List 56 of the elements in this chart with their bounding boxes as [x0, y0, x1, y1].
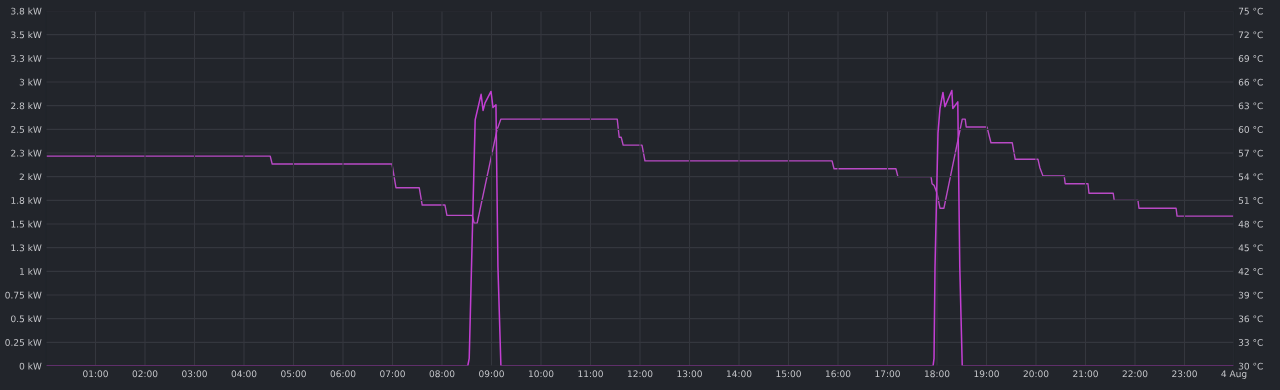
y2-tick-label: 51 °C	[1238, 197, 1263, 204]
y-tick-label: 2.3 kW	[11, 149, 42, 157]
y-tick-label: 2.5 kW	[11, 125, 42, 133]
y-tick-label: 1 kW	[20, 267, 42, 275]
x-tick-label: 03:00	[182, 370, 207, 378]
y2-tick-label: 33 °C	[1238, 339, 1263, 346]
y-tick-label: 2.8 kW	[11, 102, 42, 110]
x-tick-label: 05:00	[281, 370, 306, 378]
y2-tick-label: 57 °C	[1238, 149, 1263, 157]
y2-tick-label: 54 °C	[1238, 173, 1263, 181]
x-tick-label: 10:00	[528, 370, 554, 378]
x-tick-label: 15:00	[776, 370, 801, 378]
x-tick-label: 01:00	[83, 370, 108, 378]
y2-tick-label: 66 °C	[1238, 78, 1263, 86]
y-tick-label: 0.25 kW	[5, 338, 42, 346]
x-tick-label: 04:00	[231, 370, 257, 378]
x-tick-label: 18:00	[924, 370, 950, 378]
y-tick-label: 3.5 kW	[11, 31, 42, 39]
x-tick-label: 13:00	[677, 370, 702, 378]
x-tick-label: 12:00	[627, 370, 653, 378]
y-tick-label: 0.5 kW	[11, 315, 42, 323]
y-tick-label: 3 kW	[19, 78, 42, 86]
x-tick-label: 16:00	[825, 370, 851, 378]
x-tick-label: 02:00	[132, 370, 158, 378]
y-tick-label: 3.3 kW	[11, 54, 42, 62]
y-tick-label: 1.8 kW	[11, 196, 42, 204]
y2-tick-label: 42 °C	[1238, 268, 1263, 275]
x-tick-label: 20:00	[1023, 370, 1049, 378]
x-tick-label: 17:00	[875, 370, 900, 378]
x-tick-label: 06:00	[330, 370, 356, 378]
y-tick-label: 0.75 kW	[5, 291, 42, 299]
y-tick-label: 1.5 kW	[11, 220, 42, 228]
y2-tick-label: 63 °C	[1238, 102, 1263, 110]
x-tick-label: 21:00	[1073, 370, 1098, 378]
x-tick-label: 08:00	[429, 370, 455, 378]
x-tick-label: 22:00	[1122, 370, 1148, 378]
y-tick-label: 2 kW	[19, 173, 42, 181]
y-tick-label: 1.3 kW	[11, 244, 42, 252]
y-tick-label: 0 kW	[19, 362, 42, 370]
y2-tick-label: 60 °C	[1238, 126, 1263, 133]
y2-tick-label: 36 °C	[1238, 315, 1263, 323]
y2-tick-label: 75 °C	[1238, 7, 1263, 15]
y2-tick-label: 30 °C	[1238, 362, 1263, 370]
x-tick-label: 14:00	[726, 370, 752, 378]
y2-tick-label: 48 °C	[1238, 220, 1263, 228]
x-tick-label: 11:00	[578, 370, 603, 378]
x-tick-label: 4 Aug	[1221, 370, 1247, 379]
x-tick-label: 09:00	[479, 370, 504, 378]
y2-tick-label: 45 °C	[1238, 244, 1263, 252]
x-tick-label: 19:00	[974, 370, 999, 378]
y2-tick-label: 39 °C	[1238, 291, 1263, 299]
x-tick-label: 23:00	[1172, 370, 1197, 378]
y2-tick-label: 72 °C	[1238, 31, 1263, 39]
y-tick-label: 3.8 kW	[11, 7, 42, 15]
x-tick-label: 07:00	[380, 370, 405, 378]
y2-tick-label: 69 °C	[1238, 55, 1263, 62]
